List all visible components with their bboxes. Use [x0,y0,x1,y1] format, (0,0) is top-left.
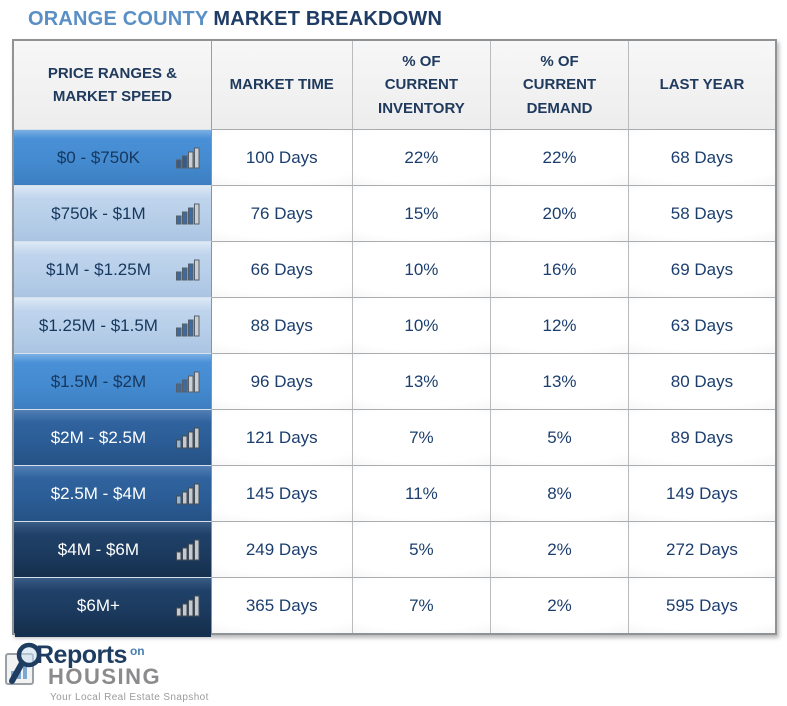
magnifier-logo-icon [5,642,42,685]
pct-inventory-cell: 10% [352,297,492,353]
pct-demand-cell: 16% [491,241,629,297]
price-range-cell: $750k - $1M [14,185,212,241]
market-time-cell: 121 Days [211,409,353,465]
price-range-label: $1.5M - $2M [50,371,147,391]
price-range-label: $1M - $1.25M [45,259,151,279]
logo-on-text: on [129,644,145,658]
price-range-label: $750k - $1M [51,203,146,223]
pct-demand-cell: 2% [491,577,629,633]
table-body: $0 - $750K 100 Days 22% 22% 68 Days $750… [14,129,775,633]
market-time-cell: 96 Days [211,353,353,409]
pct-demand-cell: 13% [491,353,629,409]
market-time-cell: 76 Days [211,185,353,241]
col-header-market-time: MARKET TIME [211,41,353,129]
price-range-label: $4M - $6M [57,539,140,559]
col-header-pct-inventory: % OF CURRENT INVENTORY [352,41,492,129]
table-row: $750k - $1M 76 Days 15% 20% 58 Days [14,185,775,241]
table-row: $2.5M - $4M 145 Days 11% 8% 149 Days [14,465,775,521]
pct-demand-cell: 5% [491,409,629,465]
pct-inventory-cell: 10% [352,241,492,297]
price-range-label: $0 - $750K [56,147,141,167]
last-year-cell: 68 Days [628,129,775,185]
pct-inventory-cell: 5% [352,521,492,577]
reports-on-housing-logo: Reports on HOUSING Your Local Real Estat… [4,641,234,703]
market-breakdown-table: PRICE RANGES & MARKET SPEED MARKET TIME … [12,39,777,635]
table-row: $1.5M - $2M 96 Days 13% 13% 80 Days [14,353,775,409]
page-title: ORANGE COUNTY MARKET BREAKDOWN [0,0,787,37]
bar-chart-icon [175,203,200,224]
market-time-cell: 145 Days [211,465,353,521]
pct-demand-cell: 22% [491,129,629,185]
pct-inventory-cell: 13% [352,353,492,409]
pct-inventory-cell: 7% [352,577,492,633]
market-time-cell: 66 Days [211,241,353,297]
pct-inventory-cell: 22% [352,129,492,185]
col-header-last-year: LAST YEAR [628,41,775,129]
last-year-cell: 69 Days [628,241,775,297]
price-range-cell: $0 - $750K [14,129,212,185]
table-row: $0 - $750K 100 Days 22% 22% 68 Days [14,129,775,185]
logo-housing-text: HOUSING [48,664,162,689]
price-range-cell: $1M - $1.25M [14,241,212,297]
bar-chart-icon [175,595,200,616]
price-range-cell: $4M - $6M [14,521,212,577]
pct-inventory-cell: 15% [352,185,492,241]
bar-chart-icon [175,315,200,336]
table-row: $2M - $2.5M 121 Days 7% 5% 89 Days [14,409,775,465]
last-year-cell: 58 Days [628,185,775,241]
col-header-pct-demand: % OF CURRENT DEMAND [491,41,629,129]
bar-chart-icon [175,259,200,280]
price-range-cell: $6M+ [14,577,212,633]
price-range-cell: $2.5M - $4M [14,465,212,521]
logo-reports-text: Reports [36,641,127,669]
last-year-cell: 63 Days [628,297,775,353]
pct-inventory-cell: 11% [352,465,492,521]
price-range-label: $2.5M - $4M [50,483,147,503]
last-year-cell: 89 Days [628,409,775,465]
pct-demand-cell: 12% [491,297,629,353]
market-time-cell: 365 Days [211,577,353,633]
pct-demand-cell: 20% [491,185,629,241]
table-row: $1.25M - $1.5M 88 Days 10% 12% 63 Days [14,297,775,353]
price-range-label: $2M - $2.5M [50,427,147,447]
table-row: $4M - $6M 249 Days 5% 2% 272 Days [14,521,775,577]
market-time-cell: 249 Days [211,521,353,577]
pct-demand-cell: 2% [491,521,629,577]
price-range-cell: $1.25M - $1.5M [14,297,212,353]
title-subject: MARKET BREAKDOWN [213,8,443,30]
last-year-cell: 595 Days [628,577,775,633]
market-time-cell: 100 Days [211,129,353,185]
col-header-price-ranges: PRICE RANGES & MARKET SPEED [14,41,212,129]
bar-chart-icon [175,539,200,560]
title-region: ORANGE COUNTY [28,8,209,30]
pct-demand-cell: 8% [491,465,629,521]
pct-inventory-cell: 7% [352,409,492,465]
bar-chart-icon [175,483,200,504]
market-time-cell: 88 Days [211,297,353,353]
price-range-cell: $1.5M - $2M [14,353,212,409]
logo-tagline: Your Local Real Estate Snapshot [50,692,209,703]
last-year-cell: 272 Days [628,521,775,577]
price-range-label: $6M+ [76,595,120,615]
last-year-cell: 80 Days [628,353,775,409]
table-row: $1M - $1.25M 66 Days 10% 16% 69 Days [14,241,775,297]
logo-text: Reports on HOUSING Your Local Real Estat… [36,641,209,704]
price-range-cell: $2M - $2.5M [14,409,212,465]
table-row: $6M+ 365 Days 7% 2% 595 Days [14,577,775,633]
bar-chart-icon [175,147,200,168]
bar-chart-icon [175,427,200,448]
table-header-row: PRICE RANGES & MARKET SPEED MARKET TIME … [14,41,775,129]
bar-chart-icon [175,371,200,392]
price-range-label: $1.25M - $1.5M [38,315,158,335]
last-year-cell: 149 Days [628,465,775,521]
